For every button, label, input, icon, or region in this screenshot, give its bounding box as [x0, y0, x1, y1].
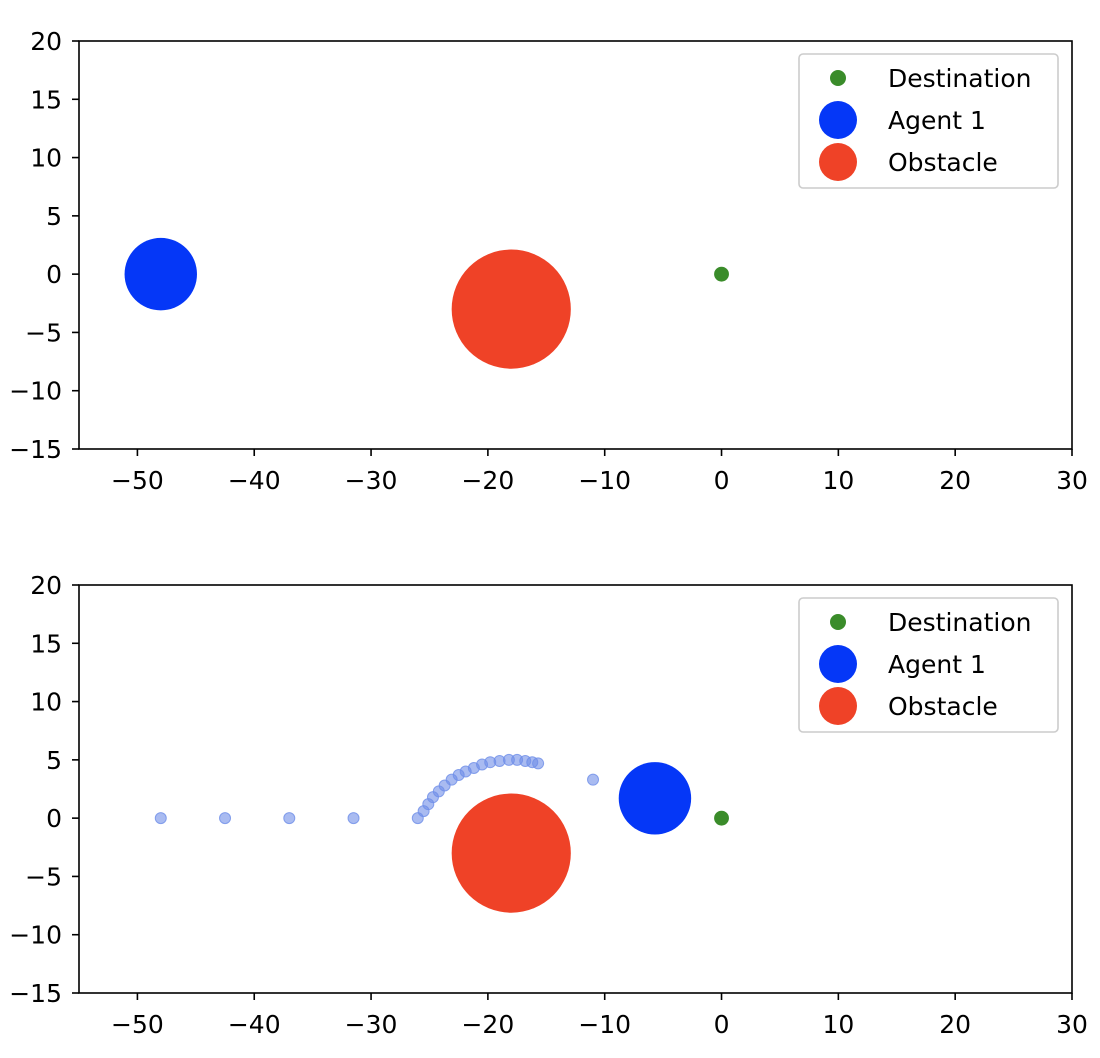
- x-tick-label: −20: [461, 466, 514, 495]
- x-tick-label: 30: [1056, 466, 1088, 495]
- obstacle-marker: [451, 793, 571, 913]
- legend-agent-swatch: [819, 645, 857, 683]
- x-tick-label: −40: [228, 466, 281, 495]
- legend-destination-label: Destination: [888, 64, 1031, 93]
- y-tick-label: 20: [30, 571, 62, 600]
- legend-agent-label: Agent 1: [888, 106, 986, 135]
- legend: Destination Agent 1 Obstacle: [798, 53, 1059, 189]
- x-tick-label: 10: [822, 1010, 854, 1039]
- y-tick-label: 0: [46, 804, 62, 833]
- y-tick-label: 10: [30, 688, 62, 717]
- x-tick-label: 30: [1056, 1010, 1088, 1039]
- destination-marker: [714, 266, 729, 282]
- y-tick-label: −5: [25, 862, 62, 891]
- trail-point: [154, 812, 167, 825]
- y-tick-label: 5: [46, 746, 62, 775]
- x-tick-label: −10: [578, 466, 631, 495]
- x-tick-label: −50: [111, 466, 164, 495]
- bottom-panel: −50 −40 −30 −20 −10 0 10 20 30 20 15 10 5 0 −5 −10 −15 De…: [9, 571, 1088, 1039]
- axes-frame: [78, 40, 1073, 450]
- x-tick-label: 0: [714, 466, 730, 495]
- legend-obstacle-swatch: [819, 687, 857, 725]
- y-tick-label: 5: [46, 202, 62, 231]
- legend-box: [798, 53, 1059, 189]
- x-tick-label: 20: [939, 466, 971, 495]
- y-tick-label: 0: [46, 260, 62, 289]
- x-tick-label: 10: [822, 466, 854, 495]
- y-tick-label: −10: [9, 921, 62, 950]
- legend-obstacle-label: Obstacle: [888, 148, 998, 177]
- trail-point: [283, 812, 296, 825]
- legend-agent-swatch: [819, 101, 857, 139]
- legend-obstacle-label: Obstacle: [888, 692, 998, 721]
- trail-point: [587, 773, 600, 786]
- x-tick-label: −10: [578, 1010, 631, 1039]
- legend-agent-label: Agent 1: [888, 650, 986, 679]
- y-tick-label: 15: [30, 629, 62, 658]
- destination-marker: [714, 810, 729, 826]
- x-tick-label: −30: [345, 1010, 398, 1039]
- trail-point: [532, 757, 545, 770]
- x-tick-label: −40: [228, 1010, 281, 1039]
- legend-obstacle-swatch: [819, 143, 857, 181]
- trail-point: [219, 812, 232, 825]
- x-tick-label: 0: [714, 1010, 730, 1039]
- x-tick-label: 20: [939, 1010, 971, 1039]
- top-panel: −50 −40 −30 −20 −10 0 10 20 30 20 15 10 5 0 −5 −10 −15 De…: [9, 27, 1088, 495]
- y-tick-label: −10: [9, 377, 62, 406]
- legend: Destination Agent 1 Obstacle: [798, 597, 1059, 733]
- x-tick-label: −20: [461, 1010, 514, 1039]
- agent-marker: [618, 762, 692, 835]
- agent-marker: [124, 237, 197, 311]
- obstacle-marker: [451, 249, 571, 369]
- x-tick-label: −50: [111, 1010, 164, 1039]
- legend-destination-swatch: [830, 614, 846, 630]
- y-tick-label: −15: [9, 979, 62, 1008]
- legend-box: [798, 597, 1059, 733]
- legend-destination-label: Destination: [888, 608, 1031, 637]
- y-tick-label: −15: [9, 435, 62, 464]
- plot-area: [154, 753, 729, 913]
- y-tick-label: 10: [30, 144, 62, 173]
- trail-point: [347, 812, 360, 825]
- plot-area: [124, 237, 729, 369]
- y-tick-label: 20: [30, 27, 62, 56]
- legend-destination-swatch: [830, 70, 846, 86]
- x-tick-label: −30: [345, 466, 398, 495]
- axes-frame: [78, 584, 1073, 994]
- y-tick-label: 15: [30, 85, 62, 114]
- y-tick-label: −5: [25, 318, 62, 347]
